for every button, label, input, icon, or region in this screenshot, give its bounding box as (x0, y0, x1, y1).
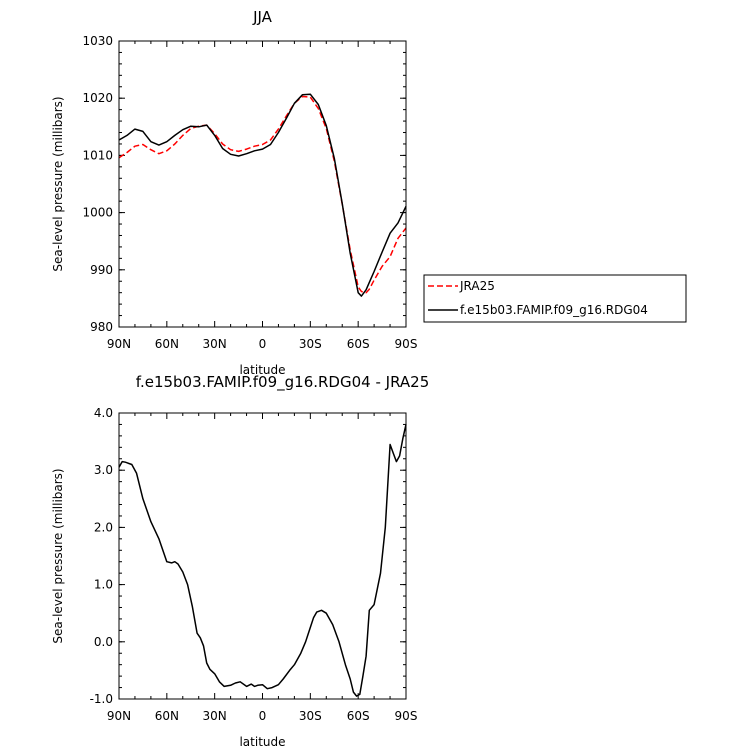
y-tick-label: 2.0 (94, 520, 113, 534)
x-tick-label: 90S (395, 709, 418, 723)
legend-label-jra25: JRA25 (459, 279, 495, 293)
difference-chart-title: f.e15b03.FAMIP.f09_g16.RDG04 - JRA25 (136, 373, 429, 392)
legend-box (423, 274, 687, 323)
top-panel: JJA Sea-level pressure (millibars) latit… (51, 8, 417, 377)
y-axis-label: Sea-level pressure (millibars) (51, 96, 65, 271)
legend-label-model: f.e15b03.FAMIP.f09_g16.RDG04 (460, 303, 648, 317)
y-tick-label: 1010 (82, 148, 113, 162)
y-tick-label: 0.0 (94, 635, 113, 649)
x-tick-label: 0 (259, 709, 267, 723)
x-tick-label: 60N (155, 709, 179, 723)
bottom-panel: f.e15b03.FAMIP.f09_g16.RDG04 - JRA25 Sea… (51, 373, 429, 749)
x-tick-label: 90S (395, 337, 418, 351)
y-tick-label: 1030 (82, 34, 113, 48)
y-axis-label: Sea-level pressure (millibars) (51, 468, 65, 643)
legend: JRA25 f.e15b03.FAMIP.f09_g16.RDG04 (423, 274, 687, 323)
x-tick-label: 90N (107, 337, 131, 351)
y-tick-label: 980 (90, 320, 113, 334)
plot-frame (118, 40, 407, 328)
x-tick-label: 30N (203, 709, 227, 723)
x-tick-label: 30N (203, 337, 227, 351)
y-tick-label: 1.0 (94, 578, 113, 592)
plot-frame (118, 412, 407, 700)
y-tick-label: 1020 (82, 91, 113, 105)
x-tick-label: 60S (347, 337, 370, 351)
series-line-0-0 (118, 95, 407, 294)
y-tick-label: -1.0 (90, 692, 113, 706)
x-axis-label: latitude (239, 363, 285, 377)
x-tick-label: 60N (155, 337, 179, 351)
x-tick-label: 30S (299, 337, 322, 351)
chart-title: JJA (252, 8, 273, 26)
y-tick-label: 3.0 (94, 463, 113, 477)
y-tick-label: 990 (90, 263, 113, 277)
x-tick-label: 60S (347, 709, 370, 723)
series-line-0-1 (118, 93, 407, 297)
y-tick-label: 1000 (82, 206, 113, 220)
x-tick-label: 0 (259, 337, 267, 351)
x-tick-label: 30S (299, 709, 322, 723)
x-tick-label: 90N (107, 709, 131, 723)
y-tick-label: 4.0 (94, 406, 113, 420)
series-line-1-0 (118, 424, 407, 697)
x-axis-label: latitude (239, 735, 285, 749)
